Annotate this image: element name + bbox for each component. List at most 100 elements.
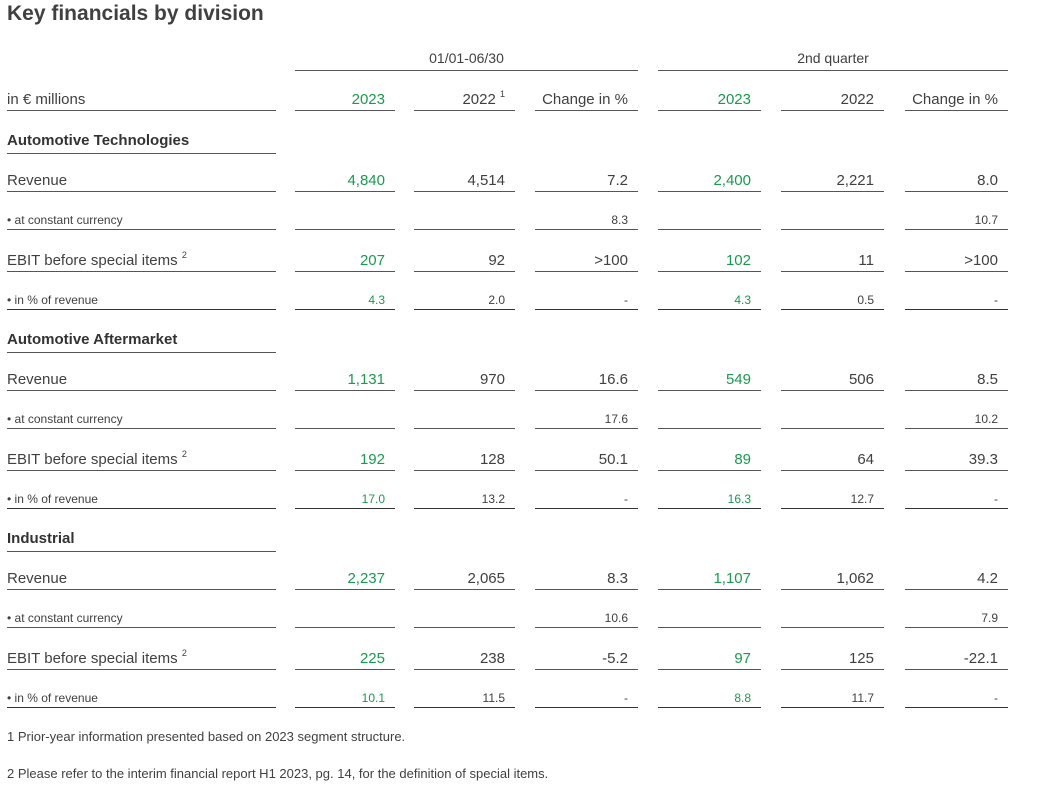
section-title: Automotive Aftermarket xyxy=(7,331,276,353)
table-cell: 506 xyxy=(781,371,884,391)
table-cell: 17.6 xyxy=(535,409,638,429)
table-cell xyxy=(295,210,395,230)
table-cell: 0.5 xyxy=(781,290,884,310)
table-cell: 238 xyxy=(414,650,515,670)
table-cell: 7.2 xyxy=(535,172,638,192)
col-header-h1-change: Change in % xyxy=(535,91,638,111)
row-label-text: Revenue xyxy=(7,371,68,388)
row-label: • in % of revenue xyxy=(7,489,276,509)
table-cell: 549 xyxy=(658,371,761,391)
table-cell: 16.3 xyxy=(658,489,761,509)
table-cell: 13.2 xyxy=(414,489,515,509)
table-cell: 16.6 xyxy=(535,371,638,391)
table-cell xyxy=(781,608,884,628)
row-label: Revenue xyxy=(7,570,276,590)
row-label-text: EBIT before special items xyxy=(7,451,178,468)
footnote-marker: 2 xyxy=(181,648,187,658)
section-title: Automotive Technologies xyxy=(7,132,276,154)
row-label: Revenue xyxy=(7,371,276,391)
table-cell xyxy=(658,409,761,429)
table-cell: >100 xyxy=(905,252,1008,272)
row-label: EBIT before special items 2 xyxy=(7,648,276,670)
table-cell: 102 xyxy=(658,252,761,272)
table-cell xyxy=(295,409,395,429)
table-cell: 10.6 xyxy=(535,608,638,628)
table-cell: 2,221 xyxy=(781,172,884,192)
table-cell: 207 xyxy=(295,252,395,272)
row-label: • at constant currency xyxy=(7,210,276,230)
table-cell: 97 xyxy=(658,650,761,670)
table-cell: 1,107 xyxy=(658,570,761,590)
row-label: • at constant currency xyxy=(7,409,276,429)
group-header-h1: 01/01-06/30 xyxy=(295,50,638,71)
table-cell: 1,131 xyxy=(295,371,395,391)
table-cell: 11 xyxy=(781,252,884,272)
footnote-marker: 1 xyxy=(499,89,505,99)
table-cell: 92 xyxy=(414,252,515,272)
table-cell: 10.2 xyxy=(905,409,1008,429)
row-label: EBIT before special items 2 xyxy=(7,449,276,471)
table-cell: 64 xyxy=(781,451,884,471)
table-cell: 1,062 xyxy=(781,570,884,590)
row-label: • at constant currency xyxy=(7,608,276,628)
table-cell: 50.1 xyxy=(535,451,638,471)
table-cell: - xyxy=(905,290,1008,310)
table-cell: 8.3 xyxy=(535,570,638,590)
row-label: • in % of revenue xyxy=(7,688,276,708)
table-cell xyxy=(781,409,884,429)
table-cell: 2.0 xyxy=(414,290,515,310)
table-cell: - xyxy=(535,688,638,708)
table-cell: 89 xyxy=(658,451,761,471)
table-cell: 8.3 xyxy=(535,210,638,230)
col-header-q2-2023: 2023 xyxy=(658,91,761,111)
col-header-h1-2022: 2022 1 xyxy=(414,89,515,111)
table-cell: 4.2 xyxy=(905,570,1008,590)
col-header-q2-change: Change in % xyxy=(905,91,1008,111)
table-cell: 128 xyxy=(414,451,515,471)
table-cell xyxy=(414,210,515,230)
table-cell: - xyxy=(535,489,638,509)
table-cell: 11.5 xyxy=(414,688,515,708)
table-cell: - xyxy=(535,290,638,310)
table-cell: 12.7 xyxy=(781,489,884,509)
row-label: • in % of revenue xyxy=(7,290,276,310)
table-cell: 2,400 xyxy=(658,172,761,192)
table-cell: 125 xyxy=(781,650,884,670)
row-label-text: Revenue xyxy=(7,172,68,189)
row-label-text: • in % of revenue xyxy=(7,293,98,307)
unit-label: in € millions xyxy=(7,91,276,111)
table-cell: 8.8 xyxy=(658,688,761,708)
row-label-text: Revenue xyxy=(7,570,68,587)
table-cell: 970 xyxy=(414,371,515,391)
table-cell: 10.1 xyxy=(295,688,395,708)
row-label-text: • at constant currency xyxy=(7,412,123,426)
table-cell: 225 xyxy=(295,650,395,670)
footnote-marker: 2 xyxy=(181,449,187,459)
table-cell: -5.2 xyxy=(535,650,638,670)
col-header-h1-2023: 2023 xyxy=(295,91,395,111)
table-cell: 10.7 xyxy=(905,210,1008,230)
row-label-text: EBIT before special items xyxy=(7,252,178,269)
page-title: Key financials by division xyxy=(7,2,264,25)
table-cell: - xyxy=(905,489,1008,509)
table-cell: 39.3 xyxy=(905,451,1008,471)
row-label-text: • at constant currency xyxy=(7,611,123,625)
table-cell: - xyxy=(905,688,1008,708)
table-cell: 4.3 xyxy=(295,290,395,310)
table-cell: 4,514 xyxy=(414,172,515,192)
table-cell: 11.7 xyxy=(781,688,884,708)
table-cell: 8.5 xyxy=(905,371,1008,391)
row-label-text: • in % of revenue xyxy=(7,691,98,705)
table-cell: -22.1 xyxy=(905,650,1008,670)
table-cell xyxy=(658,210,761,230)
table-cell: 4,840 xyxy=(295,172,395,192)
row-label: Revenue xyxy=(7,172,276,192)
table-cell xyxy=(658,608,761,628)
row-label-text: • in % of revenue xyxy=(7,492,98,506)
table-cell: 2,065 xyxy=(414,570,515,590)
table-cell: 17.0 xyxy=(295,489,395,509)
table-cell: 4.3 xyxy=(658,290,761,310)
table-cell xyxy=(295,608,395,628)
table-cell xyxy=(414,409,515,429)
table-cell xyxy=(414,608,515,628)
